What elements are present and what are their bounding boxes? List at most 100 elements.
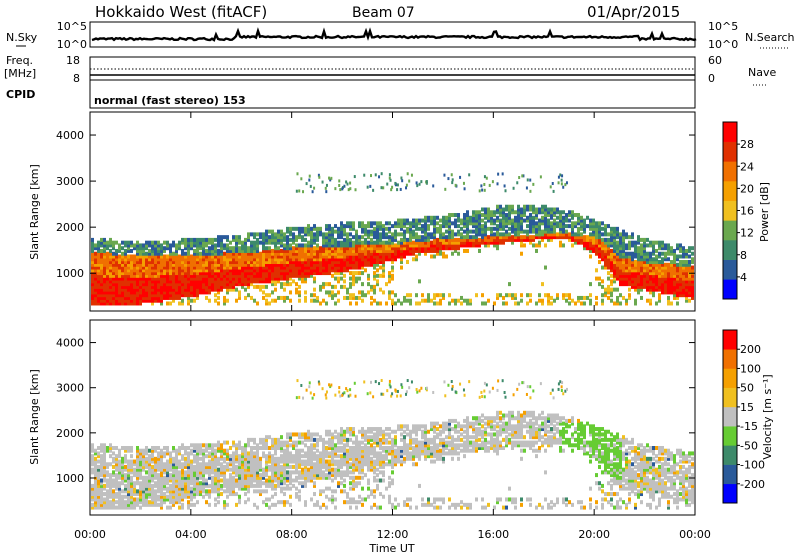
velocity-echo-cell <box>97 470 100 475</box>
power-echo-cell <box>304 248 307 253</box>
power-echo-cell <box>280 232 283 237</box>
power-echo-cell <box>385 226 388 231</box>
power-echo-cell <box>244 240 247 245</box>
power-echo-cell <box>103 298 106 303</box>
velocity-echo-cell <box>244 456 247 461</box>
power-echo-cell <box>289 268 292 273</box>
freq-label-line2: [MHz] <box>4 67 36 80</box>
power-echo-cell <box>532 221 535 226</box>
power-echo-cell <box>547 295 550 300</box>
power-echo-cell <box>346 243 349 248</box>
power-echo-cell <box>304 243 307 248</box>
power-echo-cell <box>604 262 607 267</box>
power-echo-cell <box>199 260 202 265</box>
power-echo-cell <box>439 243 442 248</box>
power-echo-cell <box>256 246 259 251</box>
power-echo-cell <box>367 257 370 262</box>
power-echo-cell <box>124 271 127 276</box>
power-echo-cell <box>688 282 691 287</box>
velocity-echo-cell <box>157 497 160 502</box>
velocity-echo-cell <box>154 448 157 453</box>
power-echo-cell <box>538 207 541 212</box>
power-echo-cell <box>352 240 355 245</box>
power-echo-cell <box>511 204 514 209</box>
power-echo-cell <box>115 260 118 265</box>
power-echo-cell <box>670 248 673 253</box>
power-echo-cell <box>193 276 196 281</box>
velocity-echo-cell <box>139 470 142 475</box>
power-echo-cell <box>205 276 208 281</box>
power-echo-cell <box>391 257 394 262</box>
power-echo-cell <box>514 295 517 300</box>
power-echo-cell <box>433 243 436 248</box>
velocity-echo-cell <box>118 497 121 502</box>
power-echo-cell <box>457 240 460 245</box>
power-echo-cell <box>652 260 655 265</box>
power-echo-cell <box>310 237 313 242</box>
power-echo-cell <box>346 287 349 292</box>
power-echo-cell <box>658 265 661 270</box>
power-echo-cell <box>514 301 517 306</box>
power-echo-cell <box>580 240 583 245</box>
velocity-echo-cell <box>256 451 259 456</box>
power-echo-cell <box>655 257 658 262</box>
power-echo-cell <box>322 265 325 270</box>
power-echo-cell <box>691 293 694 298</box>
velocity-echo-cell <box>121 462 124 467</box>
power-echo-cell <box>172 257 175 262</box>
velocity-echo-cell <box>226 478 229 483</box>
power-echo-cell <box>223 301 226 306</box>
power-echo-cell <box>466 224 469 229</box>
power-echo-cell <box>382 248 385 253</box>
velocity-echo-cell <box>208 483 211 488</box>
velocity-echo-cell <box>115 500 118 505</box>
power-echo-cell <box>247 248 250 253</box>
power-echo-cell <box>517 210 520 215</box>
velocity-echo-cell <box>193 464 196 469</box>
power-echo-cell <box>610 248 613 253</box>
power-echo-cell <box>397 224 400 229</box>
power-echo-cell <box>490 213 493 218</box>
velocity-echo-cell <box>229 489 232 494</box>
velocity-echo-cell <box>100 470 103 475</box>
power-echo-cell <box>661 265 664 270</box>
power-echo-cell <box>103 276 106 281</box>
velocity-echo-cell <box>256 464 259 469</box>
power-echo-cell <box>649 251 652 256</box>
power-echo-cell <box>466 235 469 240</box>
power-echo-cell <box>532 235 535 240</box>
velocity-echo-cell <box>175 456 178 461</box>
velocity-echo-cell <box>286 462 289 467</box>
power-echo-cell <box>199 284 202 289</box>
power-echo-cell <box>640 282 643 287</box>
power-echo-cell <box>412 248 415 253</box>
power-echo-cell <box>217 257 220 262</box>
power-colorbar-swatch <box>723 220 737 241</box>
power-echo-cell <box>118 301 121 306</box>
power-echo-cell <box>319 260 322 265</box>
power-echo-cell <box>535 207 538 212</box>
power-echo-cell <box>502 232 505 237</box>
power-echo-cell <box>316 237 319 242</box>
power-echo-cell <box>505 229 508 234</box>
power-echo-cell <box>355 248 358 253</box>
velocity-echo-cell <box>151 464 154 469</box>
power-echo-cell <box>271 298 274 303</box>
power-echo-cell <box>262 265 265 270</box>
power-echo-cell <box>91 265 94 270</box>
power-echo-cell <box>307 243 310 248</box>
power-echo-cell <box>682 271 685 276</box>
velocity-echo-cell <box>112 473 115 478</box>
power-echo-cell <box>484 215 487 220</box>
power-echo-cell <box>604 287 607 292</box>
velocity-echo-cell <box>247 475 250 480</box>
velocity-echo-cell <box>292 459 295 464</box>
power-echo-cell <box>637 290 640 295</box>
power-echo-cell <box>286 243 289 248</box>
power-echo-cell <box>187 293 190 298</box>
power-echo-cell <box>100 301 103 306</box>
power-echo-cell <box>103 279 106 284</box>
power-echo-cell <box>238 279 241 284</box>
velocity-echo-cell <box>307 478 310 483</box>
power-echo-cell <box>151 273 154 278</box>
